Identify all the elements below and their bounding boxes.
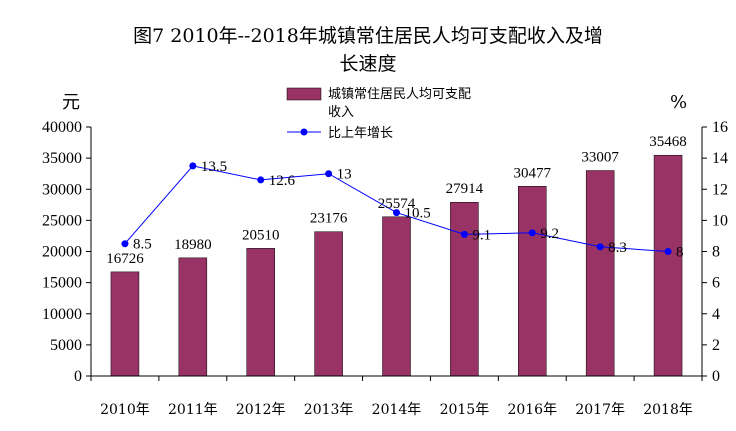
x-category-label: 2015年 — [440, 402, 490, 418]
y-right-unit: % — [670, 92, 687, 113]
data-labels: 16726 18980 20510 23176 25574 27914 30477 33007… — [106, 134, 687, 267]
growth-point-9 — [664, 248, 672, 255]
x-category-label: 2012年 — [236, 402, 286, 418]
y-right-tick-label: 4 — [712, 306, 720, 323]
y-left-tick-label: 40000 — [42, 119, 82, 136]
income-value-label: 18980 — [174, 237, 212, 253]
growth-value-label: 13.5 — [201, 159, 227, 175]
legend-line-marker — [300, 128, 308, 136]
y-left-unit: 元 — [62, 92, 80, 113]
income-bar-3 — [246, 248, 275, 377]
growth-point-6 — [460, 230, 468, 238]
growth-point-2 — [189, 162, 197, 170]
growth-point-5 — [393, 209, 400, 217]
income-bar-1 — [110, 271, 140, 377]
axes: 0 0 5000 2 10000 4 15000 6 20000 8 25000 10 30000 12 3… — [42, 119, 728, 418]
y-left-tick-label: 0 — [74, 368, 82, 385]
income-value-label: 27914 — [446, 181, 484, 197]
y-left-tick-label: 10000 — [42, 306, 82, 323]
y-right-tick-label: 0 — [712, 368, 720, 385]
income-bar-7 — [518, 186, 547, 377]
growth-line — [121, 162, 672, 255]
x-category-label: 2017年 — [575, 402, 625, 418]
growth-point-4 — [325, 170, 333, 178]
y-left-tick-label: 5000 — [50, 337, 82, 354]
income-bar-8 — [585, 170, 615, 377]
income-bar-2 — [178, 257, 208, 377]
legend: 城镇常住居民人均可支配 收入 比上年增长 — [286, 87, 471, 141]
growth-value-label: 9.1 — [472, 227, 491, 243]
income-bar-5 — [382, 216, 411, 377]
income-value-label: 25574 — [378, 196, 416, 212]
y-right-tick-label: 10 — [712, 212, 728, 229]
income-bar-9 — [653, 154, 683, 377]
y-right-tick-label: 2 — [712, 337, 720, 354]
y-right-tick-label: 14 — [712, 150, 728, 167]
income-value-label: 20510 — [242, 227, 280, 243]
growth-point-1 — [121, 240, 129, 248]
y-right-tick-label: 6 — [712, 275, 720, 292]
legend-bar-label-line1: 城镇常住居民人均可支配 — [328, 87, 471, 102]
growth-point-3 — [257, 176, 265, 184]
income-value-label: 23176 — [310, 211, 348, 227]
growth-value-label: 9.2 — [540, 226, 559, 242]
y-right-tick-label: 12 — [712, 181, 728, 198]
x-category-label: 2010年 — [100, 402, 150, 418]
growth-value-label: 8 — [676, 245, 684, 261]
legend-bar-label-line2: 收入 — [328, 105, 354, 120]
y-left-tick-label: 35000 — [42, 150, 82, 167]
y-left-tick-label: 30000 — [42, 181, 82, 198]
x-category-label: 2014年 — [372, 402, 422, 418]
income-value-label: 16726 — [106, 251, 144, 267]
growth-point-7 — [528, 229, 536, 237]
y-left-tick-label: 20000 — [42, 244, 82, 261]
y-left-tick-label: 15000 — [42, 275, 82, 292]
income-value-label: 30477 — [514, 165, 552, 181]
plot-area: 0 0 5000 2 10000 4 15000 6 20000 8 25000 10 30000 12 3… — [42, 119, 728, 418]
growth-value-label: 10.5 — [405, 206, 431, 222]
income-value-label: 35468 — [649, 134, 687, 150]
bars — [110, 154, 683, 377]
y-right-tick-label: 16 — [712, 119, 728, 136]
growth-value-label: 8.5 — [133, 237, 152, 253]
x-category-label: 2018年 — [643, 402, 693, 418]
legend-bar-swatch — [286, 87, 322, 101]
y-left-tick-label: 25000 — [42, 212, 82, 229]
growth-value-label: 8.3 — [608, 240, 627, 256]
income-value-label: 33007 — [581, 150, 619, 166]
chart-title-line2: 长速度 — [339, 53, 396, 75]
income-bar-4 — [314, 231, 343, 377]
x-category-label: 2016年 — [507, 402, 557, 418]
growth-value-label: 13 — [337, 167, 352, 183]
chart-title-line1: 图7 2010年--2018年城镇常住居民人均可支配收入及增 — [133, 25, 603, 47]
y-right-tick-label: 8 — [712, 244, 720, 261]
x-category-label: 2013年 — [304, 402, 354, 418]
x-category-label: 2011年 — [168, 402, 218, 418]
legend-line-label: 比上年增长 — [328, 126, 393, 141]
growth-point-8 — [596, 243, 604, 251]
growth-value-label: 12.6 — [269, 173, 296, 189]
